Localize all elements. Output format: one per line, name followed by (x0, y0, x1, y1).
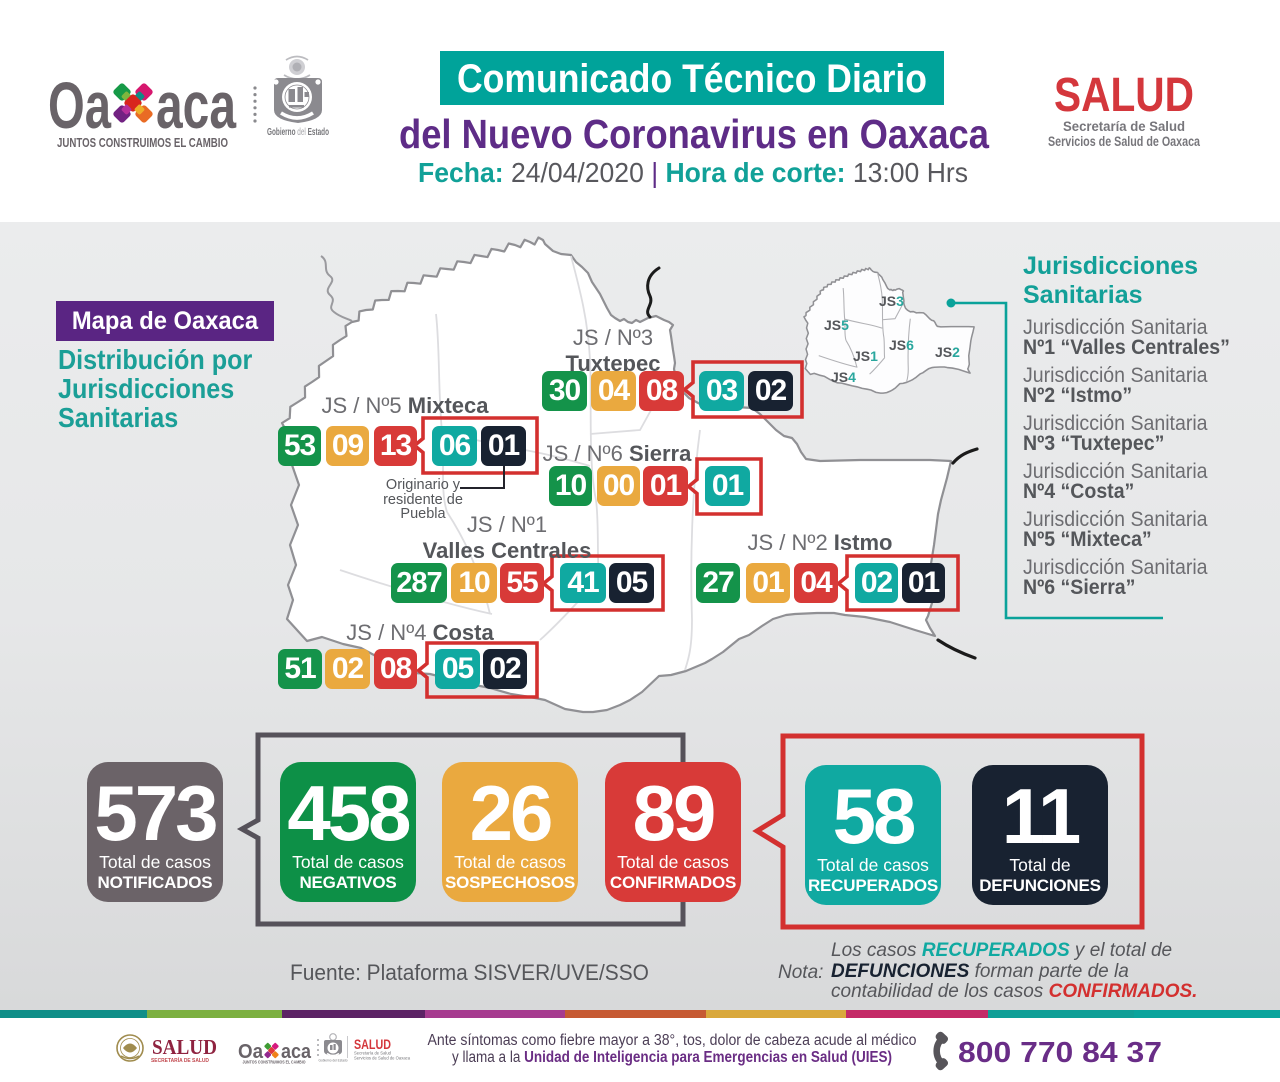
svg-text:JS5: JS5 (824, 317, 849, 333)
svg-text:Secretaría de Salud: Secretaría de Salud (1063, 118, 1185, 134)
svg-text:SECRETARÍA DE SALUD: SECRETARÍA DE SALUD (151, 1056, 209, 1064)
svg-text:JS2: JS2 (935, 344, 960, 360)
svg-text:JS4: JS4 (831, 369, 856, 385)
svg-text:Servicios de Salud de Oaxaca: Servicios de Salud de Oaxaca (1048, 133, 1200, 149)
svg-text:JUNTOS CONSTRUIMOS EL CAMBIO: JUNTOS CONSTRUIMOS EL CAMBIO (243, 1060, 306, 1065)
svg-text:Servicios de Salud de Oaxaca: Servicios de Salud de Oaxaca (354, 1056, 411, 1061)
svg-text:Fecha: 24/04/2020 | Hora de co: Fecha: 24/04/2020 | Hora de corte: 13:00… (418, 157, 968, 188)
svg-text:aca: aca (156, 68, 237, 142)
svg-text:JS6: JS6 (889, 337, 914, 353)
svg-text:Oa: Oa (48, 68, 112, 142)
svg-text:y llama a la Unidad de Intelig: y llama a la Unidad de Inteligencia para… (452, 1049, 892, 1066)
svg-text:aca: aca (281, 1041, 312, 1063)
svg-text:Ante síntomas como fiebre mayo: Ante síntomas como fiebre mayor a 38°, t… (428, 1032, 917, 1049)
svg-text:800 770 84 37: 800 770 84 37 (958, 1037, 1162, 1069)
svg-text:SALUD: SALUD (1054, 69, 1194, 122)
svg-text:SALUD: SALUD (152, 1035, 217, 1059)
svg-text:SALUD: SALUD (354, 1036, 391, 1052)
svg-text:Gobierno del Estado: Gobierno del Estado (267, 126, 329, 138)
svg-text:JUNTOS CONSTRUIMOS EL CAMBIO: JUNTOS CONSTRUIMOS EL CAMBIO (57, 135, 228, 150)
svg-text:Comunicado Técnico Diario: Comunicado Técnico Diario (457, 57, 927, 101)
svg-text:JS1: JS1 (853, 348, 878, 364)
svg-text:Gobierno del Estado: Gobierno del Estado (318, 1059, 347, 1063)
svg-text:del Nuevo Coronavirus en Oaxac: del Nuevo Coronavirus en Oaxaca (399, 111, 990, 157)
svg-text:Secretaría de Salud: Secretaría de Salud (354, 1051, 392, 1056)
svg-text:Oa: Oa (238, 1041, 264, 1063)
svg-text:JS3: JS3 (879, 293, 904, 309)
